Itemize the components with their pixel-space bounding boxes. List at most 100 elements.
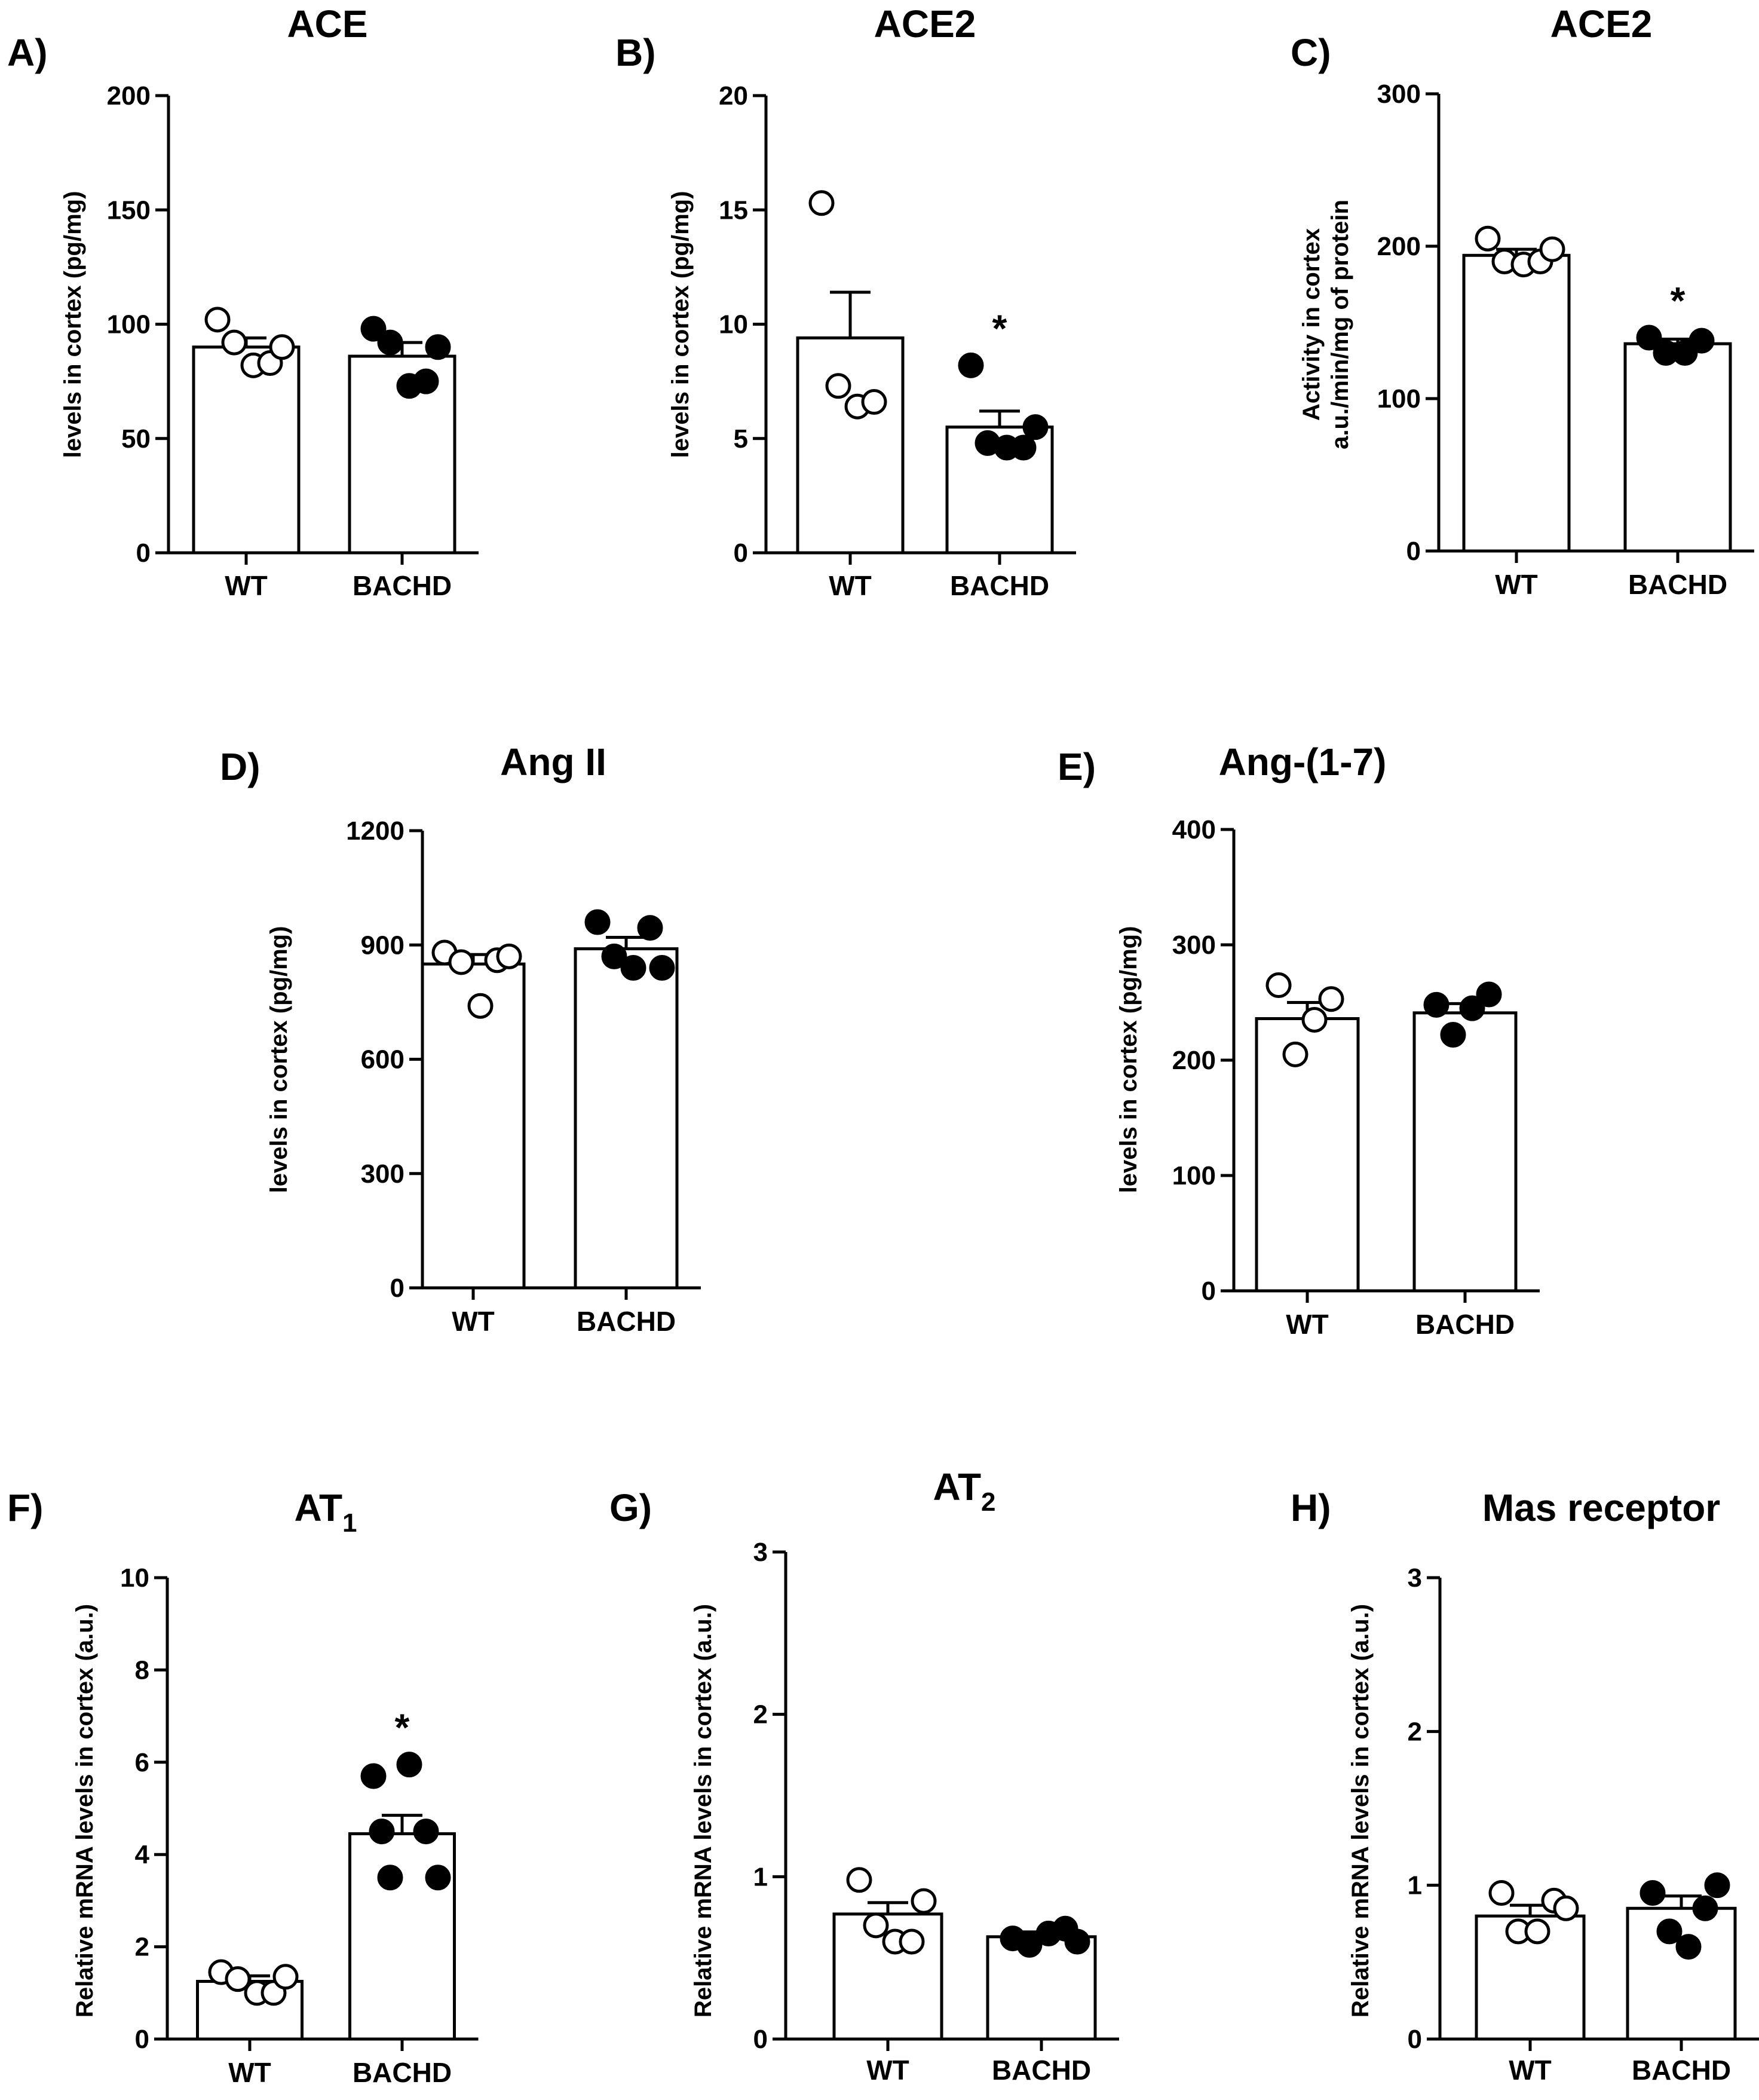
data-point — [1265, 972, 1292, 999]
x-tick-label: WT — [228, 2057, 271, 2088]
chart-title-text: AT — [294, 1486, 342, 1529]
y-axis-label-line: a.u./min/mg of protein — [1327, 200, 1353, 449]
data-point — [899, 1928, 925, 1955]
chart-title: Ang-(1-7) — [1219, 740, 1387, 783]
chart-title-text: ACE2 — [1550, 2, 1653, 45]
x-tick-label: WT — [866, 2055, 909, 2086]
y-tick-label: 2 — [135, 1933, 149, 1962]
y-axis-label-line: levels in cortex (pg/mg) — [60, 191, 86, 458]
data-point — [1010, 434, 1037, 461]
data-point — [413, 368, 439, 394]
x-tick-label: WT — [452, 1306, 495, 1337]
data-point — [1524, 1918, 1550, 1945]
y-axis-label: levels in cortex (pg/mg) — [60, 191, 86, 458]
chart-title: ACE — [287, 2, 367, 45]
y-axis-label: Relative mRNA levels in cortex (a.u.) — [72, 1604, 98, 2018]
bar-wt — [421, 962, 526, 1290]
chart-title-text: AT — [933, 1465, 981, 1508]
bar-wt — [192, 345, 301, 555]
data-point — [637, 915, 663, 941]
y-tick-label: 0 — [390, 1274, 404, 1303]
chart-panel-3: C) ACE2 Activity in cortex a.u./min/mg of p… — [1291, 2, 1754, 600]
data-point — [1553, 1895, 1579, 1921]
y-tick-label: 20 — [719, 81, 748, 111]
y-tick-label: 300 — [361, 1159, 404, 1189]
x-tick-label: WT — [829, 570, 872, 601]
y-tick-label: 600 — [361, 1045, 404, 1075]
y-tick-label: 400 — [1172, 815, 1216, 844]
x-tick-label: BACHD — [1632, 2055, 1731, 2086]
chart-title: AT2 — [933, 1465, 995, 1517]
y-tick-label: 8 — [135, 1655, 149, 1685]
x-tick-label: BACHD — [1415, 1309, 1515, 1340]
y-tick-label: 200 — [1377, 232, 1421, 261]
y-tick-label: 0 — [1406, 537, 1421, 566]
data-point — [1022, 414, 1049, 440]
y-tick-label: 0 — [1202, 1276, 1216, 1306]
data-point — [1423, 991, 1450, 1018]
y-axis-label: levels in cortex (pg/mg) — [266, 926, 292, 1193]
data-point — [1688, 327, 1715, 354]
chart-title-text: ACE2 — [874, 2, 976, 45]
data-point — [1318, 986, 1344, 1012]
chart-title-text: Ang-(1-7) — [1219, 740, 1387, 783]
y-tick-label: 100 — [1377, 384, 1421, 414]
panel-label: D) — [220, 745, 261, 788]
data-point — [225, 1966, 251, 1992]
x-tick-label: BACHD — [577, 1306, 676, 1337]
data-point — [269, 334, 295, 360]
data-point — [467, 993, 494, 1019]
panel-label: A) — [7, 31, 48, 74]
x-tick-label: BACHD — [353, 2057, 452, 2088]
data-point — [204, 307, 231, 333]
data-point — [1064, 1928, 1090, 1955]
y-axis-label: Relative mRNA levels in cortex (a.u.) — [690, 1604, 716, 2018]
data-point — [1016, 1931, 1043, 1958]
data-point — [413, 1819, 439, 1845]
y-tick-label: 1 — [1408, 1871, 1422, 1900]
y-tick-label: 0 — [734, 538, 748, 568]
data-point — [1488, 1880, 1515, 1906]
y-axis-label: levels in cortex (pg/mg) — [667, 191, 694, 458]
chart-panel-8: H) Mas receptor Relative mRNA levels in co… — [1291, 1486, 1759, 2086]
chart-panel-5: E) Ang-(1-7) levels in cortex (pg/mg) 0 100 2… — [1058, 740, 1540, 1340]
data-point — [1440, 1022, 1466, 1048]
y-tick-label: 0 — [753, 2025, 768, 2054]
data-point — [1301, 1006, 1328, 1033]
y-tick-label: 10 — [120, 1563, 149, 1593]
panel-label: E) — [1058, 745, 1096, 788]
data-point — [825, 373, 851, 399]
y-tick-label: 1200 — [346, 816, 404, 846]
x-tick-label: BACHD — [992, 2055, 1091, 2086]
y-axis-label-line: levels in cortex (pg/mg) — [667, 191, 694, 458]
significance-marker: * — [1671, 279, 1686, 322]
data-point — [1475, 225, 1501, 252]
bar-bachd — [1623, 342, 1732, 553]
x-tick-label: WT — [1509, 2055, 1552, 2086]
x-tick-label: WT — [225, 570, 268, 601]
y-tick-label: 10 — [719, 310, 748, 339]
data-point — [1459, 995, 1485, 1021]
y-axis-label-line: Relative mRNA levels in cortex (a.u.) — [1347, 1604, 1374, 2018]
data-point — [620, 955, 646, 981]
significance-marker: * — [992, 307, 1007, 350]
data-point — [272, 1964, 299, 1990]
chart-panel-6: F) AT1 Relative mRNA levels in cortex (a.u… — [7, 1486, 479, 2088]
y-tick-label: 100 — [1172, 1161, 1216, 1190]
data-point — [377, 1865, 403, 1891]
data-point — [360, 316, 387, 342]
chart-title: ACE2 — [1550, 2, 1653, 45]
data-point — [377, 329, 403, 356]
data-point — [1539, 236, 1565, 262]
bar-bachd — [1412, 1011, 1518, 1293]
y-axis-label-line: levels in cortex (pg/mg) — [266, 926, 292, 1193]
y-tick-label: 0 — [1408, 2025, 1422, 2054]
y-tick-label: 3 — [1408, 1563, 1422, 1593]
data-point — [649, 955, 675, 981]
chart-title-text: ACE — [287, 2, 367, 45]
chart-title-subscript: 2 — [981, 1487, 995, 1517]
data-point — [1692, 1895, 1718, 1921]
chart-panel-2: B) ACE2 levels in cortex (pg/mg) 0 5 10 15 20 WT… — [615, 2, 1076, 601]
data-point — [584, 909, 611, 935]
